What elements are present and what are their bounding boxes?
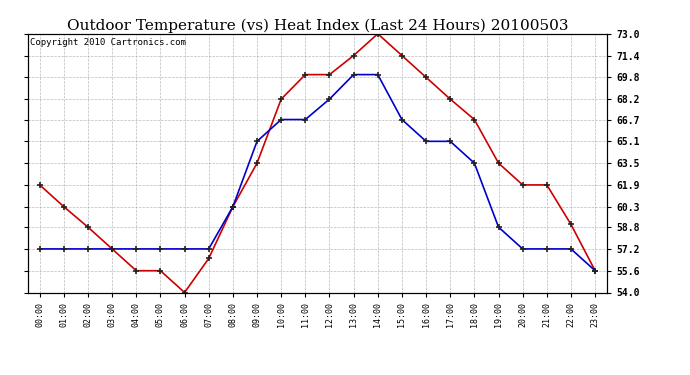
Text: Copyright 2010 Cartronics.com: Copyright 2010 Cartronics.com	[30, 38, 186, 46]
Title: Outdoor Temperature (vs) Heat Index (Last 24 Hours) 20100503: Outdoor Temperature (vs) Heat Index (Las…	[67, 18, 568, 33]
